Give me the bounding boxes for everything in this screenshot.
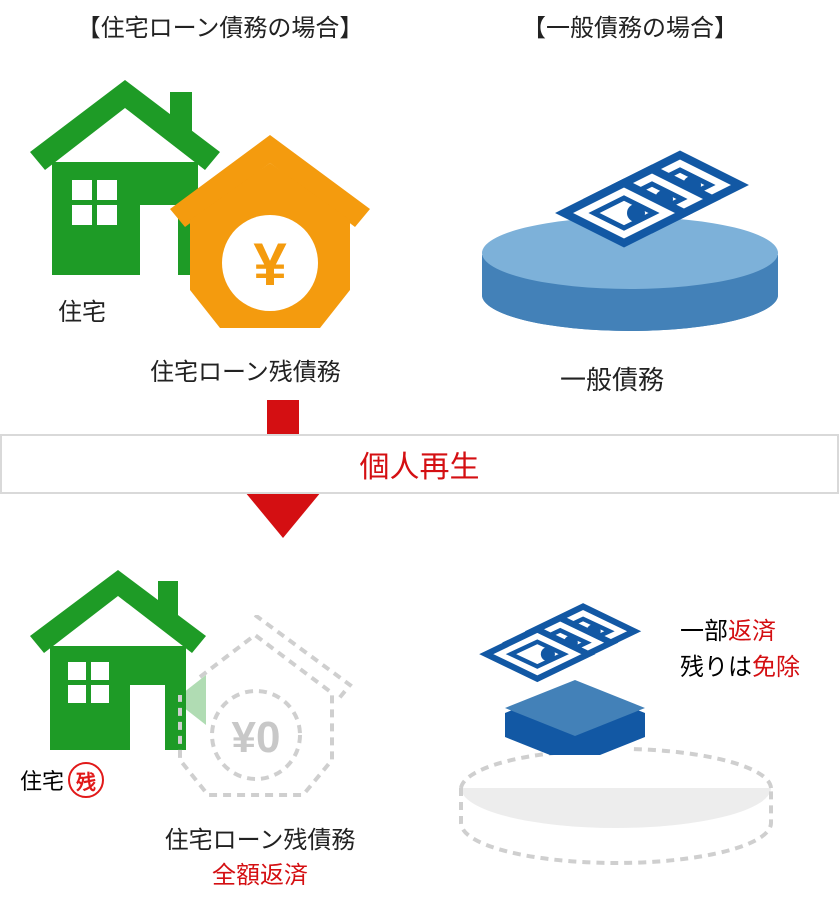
process-box: 個人再生 (0, 434, 839, 494)
loan-house-icon: ¥ (170, 135, 380, 330)
house-after-label: 住宅 残 (20, 762, 104, 798)
debt-l1-b: 返済 (728, 618, 776, 645)
debt-l1-a: 一部 (680, 618, 728, 645)
loan-after-label: 住宅ローン残債務 全額返済 (140, 820, 380, 890)
loan-after-line2: 全額返済 (140, 855, 380, 890)
debt-after-text: 一部返済 残りは免除 (680, 614, 800, 686)
house-label: 住宅 (58, 292, 106, 327)
svg-text:¥: ¥ (253, 231, 287, 298)
house-after-prefix: 住宅 (20, 764, 64, 796)
debt-after-line2: 残りは免除 (680, 650, 800, 686)
loan-after-line1: 住宅ローン残債務 (140, 820, 380, 855)
remain-badge-icon: 残 (68, 762, 104, 798)
loan-label: 住宅ローン残債務 (150, 352, 341, 387)
general-debt-label: 一般債務 (560, 360, 664, 397)
debt-l2-b: 免除 (752, 654, 800, 681)
diagram-canvas: 【住宅ローン債務の場合】 【一般債務の場合】 ¥ 住宅 住宅ローン残債務 (0, 0, 840, 910)
heading-left: 【住宅ローン債務の場合】 (30, 8, 410, 43)
loan-house-ghost-icon: ¥0 (160, 615, 360, 800)
heading-right: 【一般債務の場合】 (460, 8, 800, 43)
debt-l2-a: 残りは (680, 654, 752, 681)
svg-text:¥0: ¥0 (232, 713, 281, 762)
debt-after-line1: 一部返済 (680, 614, 800, 650)
process-label: 個人再生 (360, 451, 480, 484)
debt-small-stack-icon (475, 595, 675, 755)
debt-stack-icon (470, 145, 790, 335)
